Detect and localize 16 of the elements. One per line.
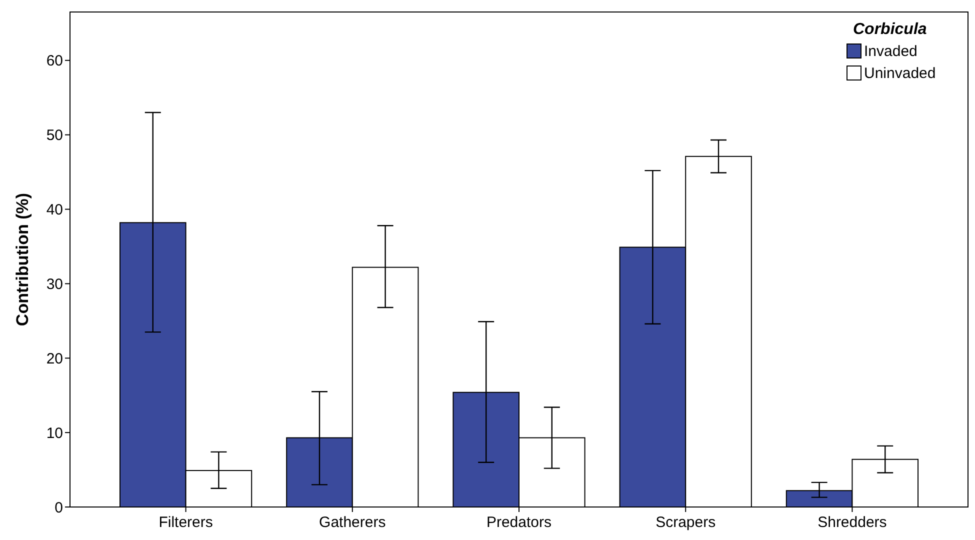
legend-label: Invaded [864, 43, 918, 60]
y-axis-title: Contribution (%) [13, 192, 32, 326]
x-tick-label: Scrapers [656, 514, 716, 531]
y-tick-label: 20 [46, 350, 63, 368]
x-tick-label: Filterers [158, 514, 213, 531]
y-tick-label: 10 [46, 424, 63, 442]
legend-title: Corbicula [853, 21, 927, 38]
y-tick-label: 0 [54, 499, 63, 516]
x-tick-label: Shredders [818, 514, 887, 531]
y-tick-label: 60 [46, 52, 63, 70]
x-tick-label: Predators [486, 514, 552, 531]
x-tick-label: Gatherers [319, 514, 386, 531]
y-tick-label: 50 [46, 127, 63, 144]
y-tick-label: 40 [46, 202, 63, 219]
legend-label: Uninvaded [864, 65, 936, 82]
y-tick-label: 30 [46, 276, 63, 293]
